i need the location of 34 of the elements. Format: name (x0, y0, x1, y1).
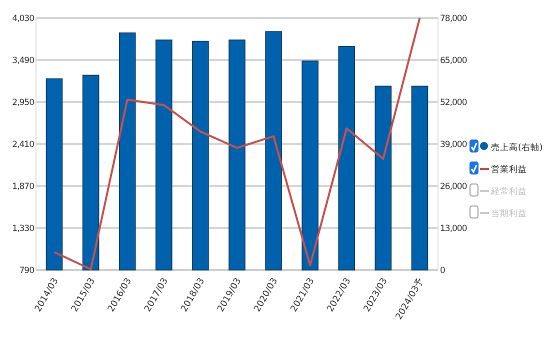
legend-item: 経常利益 (470, 184, 527, 197)
legend-item: 売上高(右軸) (470, 140, 543, 153)
y2-tick-label: 0 (440, 266, 445, 276)
y2-tick-label: 13,000 (440, 224, 467, 234)
y2-tick-label: 39,000 (440, 140, 467, 150)
y-tick-label: 3,490 (12, 56, 34, 66)
y2-tick-label: 26,000 (440, 182, 467, 192)
bar (192, 40, 209, 270)
legend-label: 売上高(右軸) (491, 142, 543, 153)
bar (228, 40, 246, 270)
legend-label: 営業利益 (491, 164, 527, 175)
y2-tick-label: 52,000 (440, 98, 467, 108)
bar (46, 78, 63, 270)
line-series (53, 17, 421, 270)
legend-label: 経常利益 (490, 186, 527, 197)
y-tick-label: 4,030 (12, 14, 34, 24)
y-tick-label: 2,950 (12, 98, 34, 108)
bar (118, 32, 136, 270)
y-tick-label: 1,870 (12, 182, 34, 192)
legend-item: 当期利益 (470, 206, 527, 219)
bar (302, 60, 318, 270)
y-tick-label: 2,410 (12, 140, 34, 150)
bar (374, 86, 392, 270)
bar (82, 74, 100, 270)
legend-item: 営業利益 (470, 162, 527, 175)
y-tick-label: 1,330 (12, 224, 34, 234)
y2-tick-label: 65,000 (440, 56, 467, 66)
bar (265, 31, 282, 270)
legend-label: 当期利益 (491, 208, 527, 219)
bar (411, 86, 428, 270)
bar (338, 46, 356, 270)
bar (156, 40, 172, 270)
y-tick-label: 790 (19, 266, 34, 276)
y2-tick-label: 78,000 (440, 14, 467, 24)
